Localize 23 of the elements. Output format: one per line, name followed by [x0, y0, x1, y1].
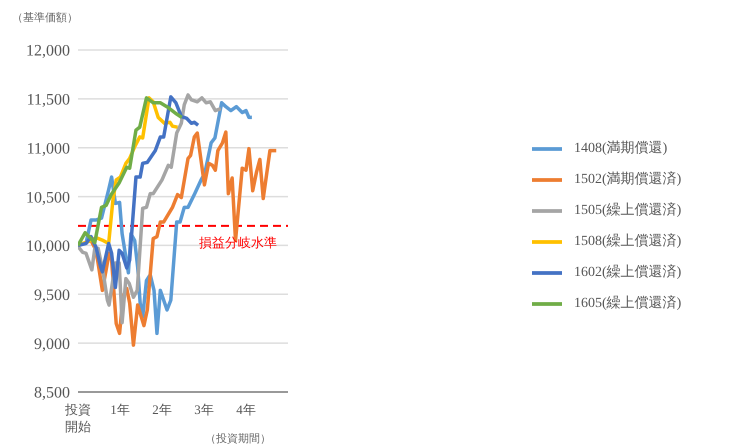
legend-label: 1602(繰上償還済)	[574, 265, 682, 280]
y-tick-label: 10,000	[26, 238, 70, 256]
y-tick-label: 11,000	[26, 140, 70, 158]
x-tick-label: 2年	[152, 402, 172, 417]
y-tick-label: 9,000	[34, 336, 70, 353]
ref-line-label: 損益分岐水準	[199, 234, 277, 250]
legend-label: 1508(繰上償還済)	[574, 234, 682, 249]
legend-label: 1408(満期償還)	[574, 141, 668, 156]
y-tick-label: 10,500	[26, 189, 70, 206]
y-axis-title: （基準価額）	[12, 10, 78, 25]
y-tick-label: 9,500	[34, 286, 70, 304]
legend-label: 1505(繰上償還済)	[574, 203, 682, 218]
x-tick-label: 4年	[236, 402, 256, 417]
y-tick-label: 12,000	[26, 42, 70, 60]
line-series	[78, 95, 200, 290]
x-axis-title: （投資期間）	[205, 433, 271, 444]
x-tick-label: 投資開始	[64, 402, 91, 434]
y-tick-label: 11,500	[26, 92, 70, 109]
legend-label: 1605(繰上償還済)	[574, 296, 682, 311]
legend-label: 1502(満期償還済)	[574, 172, 682, 187]
y-tick-label: 8,500	[34, 384, 70, 402]
x-tick-label: 3年	[194, 402, 214, 417]
x-tick-label: 1年	[110, 402, 130, 417]
